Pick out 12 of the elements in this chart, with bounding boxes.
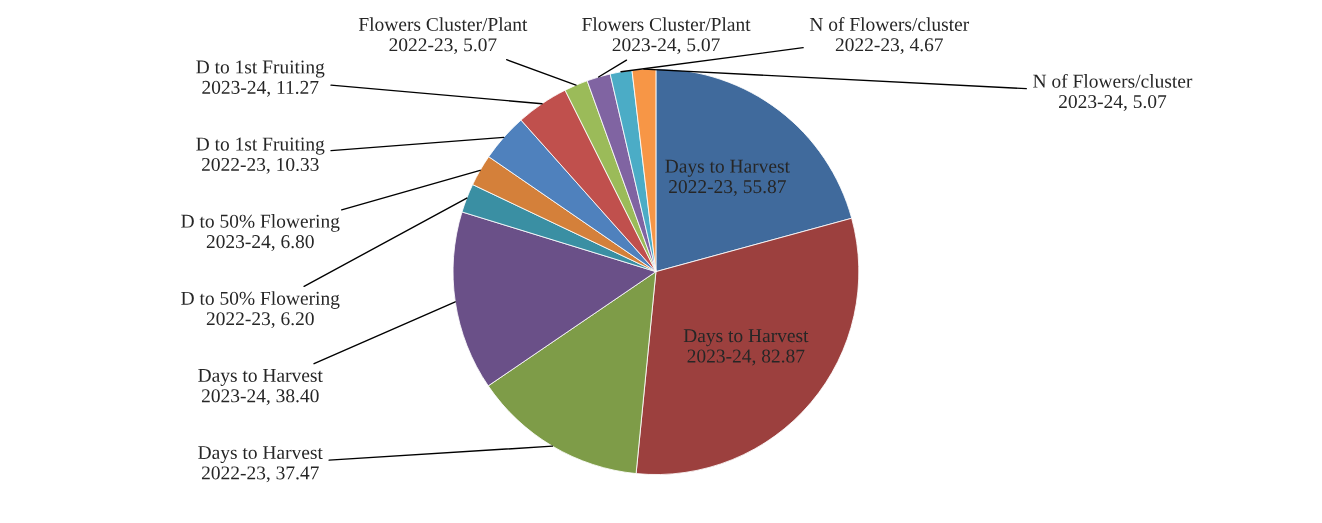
slice-label: D to 50% Flowering 2022-23, 6.20 — [181, 291, 340, 329]
slice-label: D to 1st Fruiting 2022-23, 10.33 — [196, 137, 325, 174]
slice-label: Days to Harvest 2023-24, 82.87 — [683, 329, 809, 366]
slice-label: N of Flowers/cluster 2023-24, 5.07 — [1033, 73, 1193, 111]
slice-label: D to 50% Flowering 2023-24, 6.80 — [181, 214, 340, 251]
slice-label: D to 1st Fruiting 2023-24, 11.27 — [196, 60, 325, 97]
slice-label: Days to Harvest 2022-23, 55.87 — [665, 159, 790, 196]
slice-label: Days to Harvest 2023-24, 38.40 — [198, 369, 323, 406]
slice-label: N of Flowers/cluster 2022-23, 4.67 — [809, 17, 970, 55]
slice-label: Flowers Cluster/Plant 2023-24, 5.07 — [582, 17, 751, 55]
slice-label: Flowers Cluster/Plant 2022-23, 5.07 — [358, 17, 528, 55]
slice-label: Days to Harvest 2022-23, 37.47 — [198, 446, 323, 483]
